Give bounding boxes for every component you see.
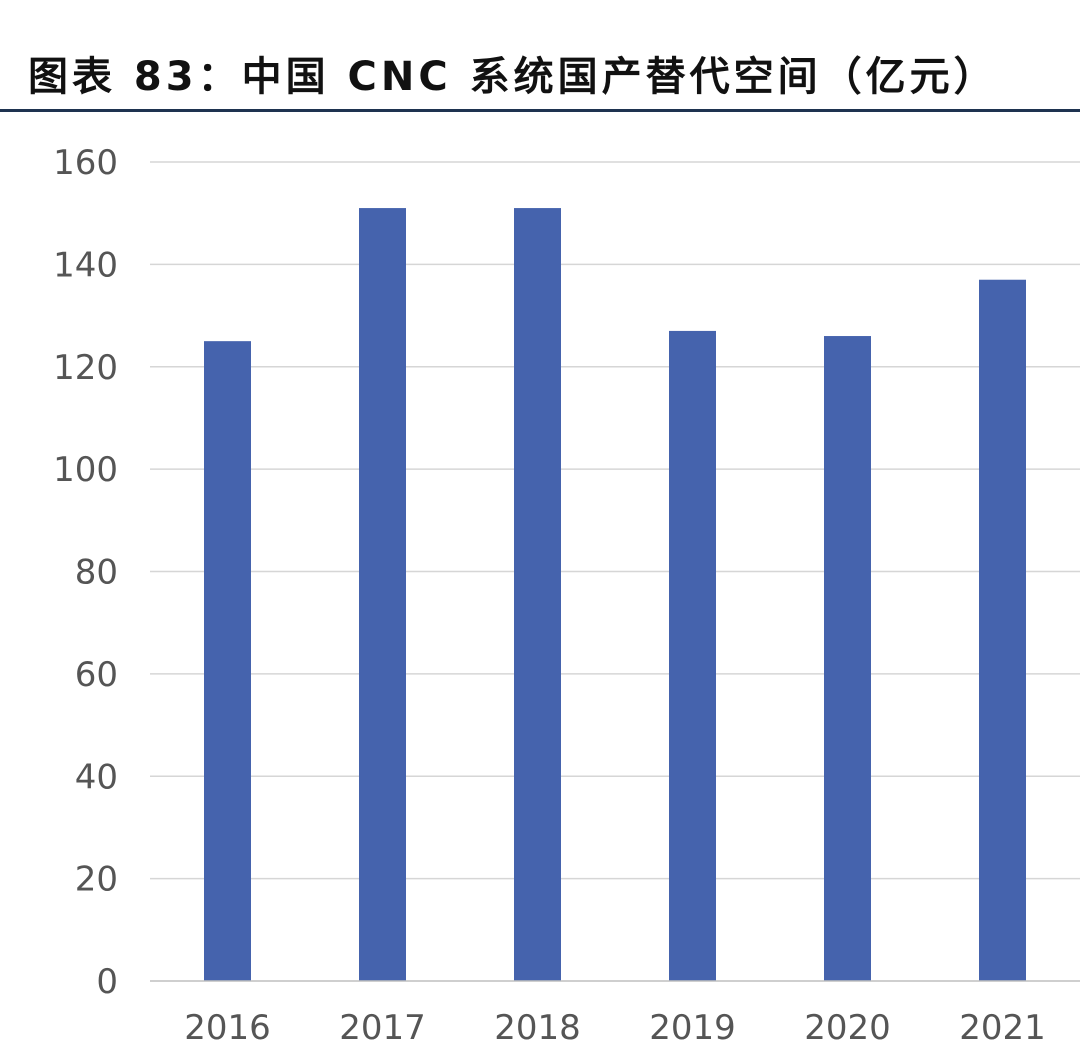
y-tick-labels: 0 20 40 60 80 100 120 140 160	[53, 143, 118, 1002]
y-tick-label: 40	[75, 757, 118, 797]
gridlines	[150, 161, 1080, 880]
y-tick-label: 120	[53, 348, 118, 388]
y-tick-label: 60	[75, 655, 118, 695]
bars	[204, 208, 1026, 982]
y-tick-label: 100	[53, 450, 118, 490]
x-tick-label: 2018	[494, 1008, 581, 1048]
x-tick-labels: 2016 2017 2018 2019 2020 2021	[184, 1008, 1046, 1048]
title-bar: 图表 83：中国 CNC 系统国产替代空间（亿元）	[0, 0, 1080, 112]
x-tick-label: 2019	[649, 1008, 736, 1048]
bar-2020	[824, 336, 871, 982]
y-tick-label: 80	[75, 553, 118, 593]
y-tick-label: 0	[96, 962, 118, 1002]
x-tick-label: 2017	[339, 1008, 426, 1048]
bar-2018	[514, 208, 561, 982]
bar-2021	[979, 279, 1026, 981]
x-tick-label: 2021	[959, 1008, 1046, 1048]
y-tick-label: 140	[53, 245, 118, 285]
bar-2017	[359, 208, 406, 982]
bar-2016	[204, 341, 251, 981]
x-tick-label: 2016	[184, 1008, 271, 1048]
chart-title: 图表 83：中国 CNC 系统国产替代空间（亿元）	[28, 54, 998, 100]
y-tick-label: 20	[75, 860, 118, 900]
y-tick-label: 160	[53, 143, 118, 183]
x-tick-label: 2020	[804, 1008, 891, 1048]
bar-2019	[669, 330, 716, 981]
